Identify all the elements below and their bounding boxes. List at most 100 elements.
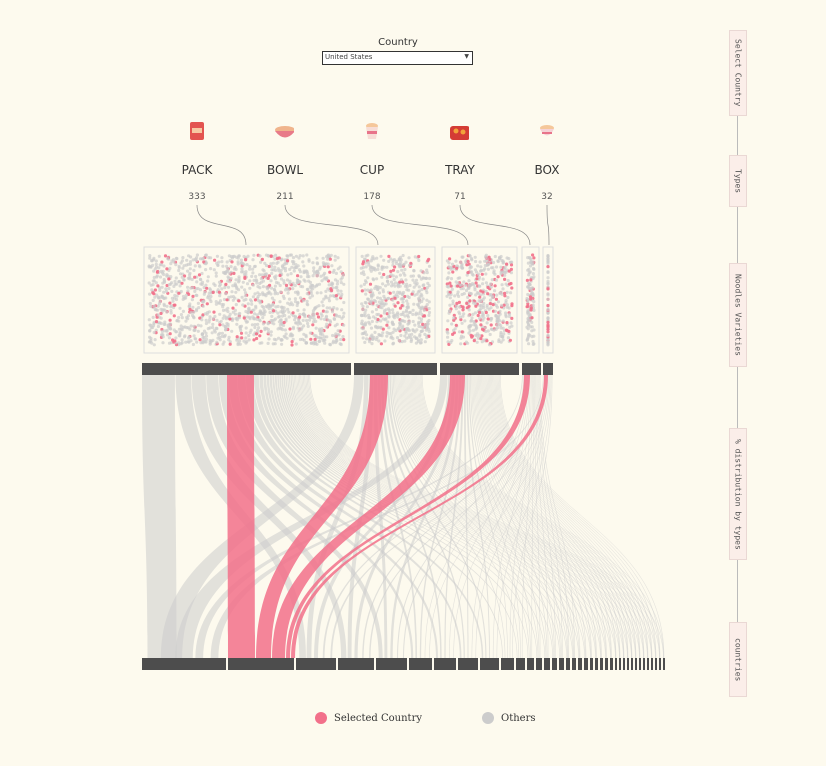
variety-dot bbox=[473, 255, 477, 259]
variety-dot bbox=[323, 276, 327, 280]
variety-dot bbox=[327, 296, 331, 300]
country-bar bbox=[527, 658, 534, 670]
variety-dot bbox=[407, 333, 411, 337]
variety-dot bbox=[465, 273, 469, 277]
variety-dot bbox=[168, 301, 172, 305]
variety-dot bbox=[178, 332, 182, 336]
variety-dot bbox=[402, 263, 406, 267]
variety-dot bbox=[319, 317, 323, 321]
variety-dot bbox=[240, 267, 244, 271]
variety-dot bbox=[270, 271, 274, 275]
country-select[interactable]: United States ▼ bbox=[322, 51, 473, 65]
variety-dot bbox=[546, 282, 550, 286]
variety-dot bbox=[286, 291, 290, 295]
variety-dot bbox=[494, 265, 499, 269]
variety-dot bbox=[546, 254, 550, 258]
variety-dot bbox=[531, 339, 535, 344]
flow-other bbox=[237, 375, 462, 658]
flow-other bbox=[290, 375, 606, 658]
variety-dot bbox=[308, 315, 312, 319]
variety-dot bbox=[196, 323, 200, 327]
variety-dot bbox=[185, 315, 189, 320]
variety-dot bbox=[368, 282, 373, 286]
flow-other bbox=[400, 375, 580, 658]
type-label-box[interactable]: BOX bbox=[534, 163, 560, 177]
variety-dot bbox=[160, 285, 164, 289]
variety-dot bbox=[359, 271, 364, 275]
type-label-cup[interactable]: CUP bbox=[359, 163, 385, 177]
variety-dot bbox=[449, 284, 453, 288]
tab-select-country[interactable]: Select Country bbox=[729, 30, 747, 116]
tab-types[interactable]: Types bbox=[729, 155, 747, 207]
variety-dot bbox=[411, 329, 415, 333]
variety-dot bbox=[406, 326, 410, 330]
variety-dot bbox=[449, 277, 454, 281]
variety-dot bbox=[419, 277, 423, 281]
variety-dot bbox=[426, 259, 430, 263]
variety-dot bbox=[246, 311, 250, 315]
variety-dot bbox=[251, 315, 255, 319]
variety-dot bbox=[395, 336, 400, 340]
variety-dot bbox=[330, 264, 334, 268]
variety-dot bbox=[370, 310, 374, 314]
type-label-tray[interactable]: TRAY bbox=[445, 163, 475, 177]
variety-dot bbox=[342, 300, 346, 305]
variety-dot bbox=[273, 290, 277, 294]
variety-dot bbox=[474, 333, 478, 337]
variety-dot bbox=[459, 336, 463, 340]
connector-lines bbox=[196, 204, 550, 246]
variety-dot bbox=[185, 258, 189, 262]
variety-dot bbox=[199, 278, 203, 282]
variety-dot bbox=[485, 305, 489, 309]
flow-other bbox=[386, 375, 487, 658]
variety-dot bbox=[461, 287, 465, 291]
variety-dot bbox=[481, 306, 486, 310]
variety-dot bbox=[210, 331, 214, 335]
variety-dot bbox=[487, 255, 491, 259]
flow-other bbox=[491, 375, 633, 658]
variety-dot bbox=[335, 338, 339, 343]
variety-dot bbox=[530, 286, 535, 290]
variety-dot bbox=[359, 266, 363, 270]
variety-dot bbox=[462, 312, 466, 316]
variety-dot bbox=[412, 302, 416, 306]
tab-noodles-varieties[interactable]: Noodles Varieties bbox=[729, 263, 747, 367]
variety-dot bbox=[301, 254, 305, 258]
variety-dot bbox=[309, 341, 314, 345]
variety-dot bbox=[328, 306, 332, 310]
flow-other bbox=[414, 375, 637, 658]
variety-dot bbox=[244, 270, 248, 274]
type-label-bowl[interactable]: BOWL bbox=[266, 163, 304, 177]
variety-dot bbox=[490, 278, 494, 282]
flow-other bbox=[419, 375, 462, 658]
variety-dot bbox=[474, 281, 478, 285]
type-label-pack[interactable]: PACK bbox=[181, 163, 213, 177]
variety-dot bbox=[529, 260, 533, 264]
variety-dot bbox=[198, 265, 202, 269]
variety-dot bbox=[292, 266, 297, 270]
variety-dot bbox=[411, 312, 415, 316]
variety-dot bbox=[491, 260, 496, 265]
variety-dot bbox=[450, 287, 454, 291]
legend-dot-others bbox=[482, 712, 494, 724]
variety-dot bbox=[467, 304, 471, 308]
variety-dot bbox=[267, 274, 271, 278]
tab-countries[interactable]: countries bbox=[729, 622, 747, 697]
variety-dot bbox=[460, 321, 464, 325]
variety-dot bbox=[369, 259, 373, 263]
variety-dot bbox=[234, 303, 238, 307]
variety-dot bbox=[425, 271, 429, 275]
variety-dot bbox=[244, 258, 248, 262]
variety-dot bbox=[316, 315, 321, 319]
chevron-down-icon[interactable]: ▼ bbox=[464, 53, 469, 60]
variety-dot bbox=[237, 299, 241, 303]
flow-other bbox=[389, 375, 506, 658]
variety-dot bbox=[366, 313, 371, 317]
variety-dot bbox=[528, 270, 532, 274]
variety-dot bbox=[531, 266, 536, 271]
variety-dot bbox=[414, 278, 419, 282]
variety-dot bbox=[177, 327, 181, 331]
variety-dot bbox=[411, 308, 415, 312]
variety-dot bbox=[252, 338, 256, 342]
tab-distribution-by-types[interactable]: % distribution by types bbox=[729, 428, 747, 560]
